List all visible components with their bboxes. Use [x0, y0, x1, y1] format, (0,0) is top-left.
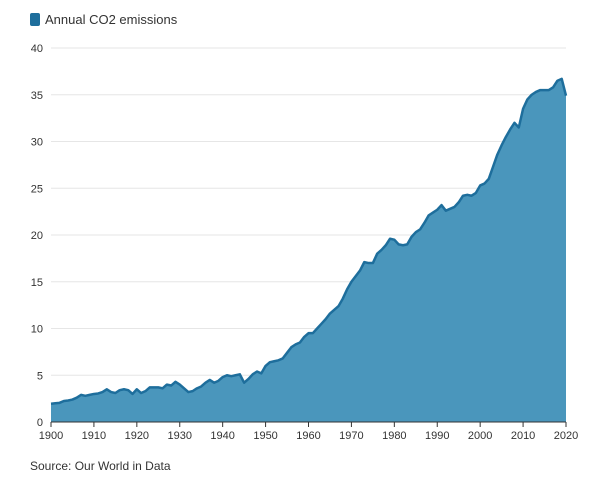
axis-layer: 0 5 10 15 20 25 30 35 40 1900 1910 1920 1930 1940 1950…	[31, 43, 578, 442]
y-tick-label: 40	[31, 43, 43, 55]
x-tick-label: 1930	[168, 430, 192, 442]
y-tick-label: 35	[31, 90, 43, 102]
x-tick-label: 2020	[554, 430, 578, 442]
x-tick-label: 1920	[125, 430, 149, 442]
x-tick-label: 1910	[82, 430, 106, 442]
area-layer	[50, 77, 568, 422]
y-tick-label: 0	[37, 417, 43, 429]
x-tick-label: 1940	[210, 430, 234, 442]
legend[interactable]: Annual CO2 emissions	[30, 12, 177, 27]
x-tick-label: 1960	[296, 430, 320, 442]
x-tick-label: 1970	[339, 430, 363, 442]
x-tick-label: 2010	[511, 430, 535, 442]
source-note: Source: Our World in Data	[30, 459, 171, 473]
legend-swatch	[30, 13, 40, 26]
y-tick-label: 5	[37, 370, 43, 382]
y-tick-label: 25	[31, 183, 43, 195]
y-tick-label: 20	[31, 230, 43, 242]
x-tick-label: 1900	[39, 430, 63, 442]
series-area	[51, 78, 566, 422]
grid-layer	[51, 47, 566, 376]
y-tick-label: 15	[31, 277, 43, 289]
y-tick-label: 30	[31, 137, 43, 149]
x-tick-label: 1980	[382, 430, 406, 442]
x-tick-label: 1990	[425, 430, 449, 442]
series-line	[50, 77, 568, 406]
x-tick-label: 2000	[468, 430, 492, 442]
y-tick-label: 10	[31, 324, 43, 336]
x-tick-label: 1950	[253, 430, 277, 442]
legend-label: Annual CO2 emissions	[45, 12, 178, 27]
